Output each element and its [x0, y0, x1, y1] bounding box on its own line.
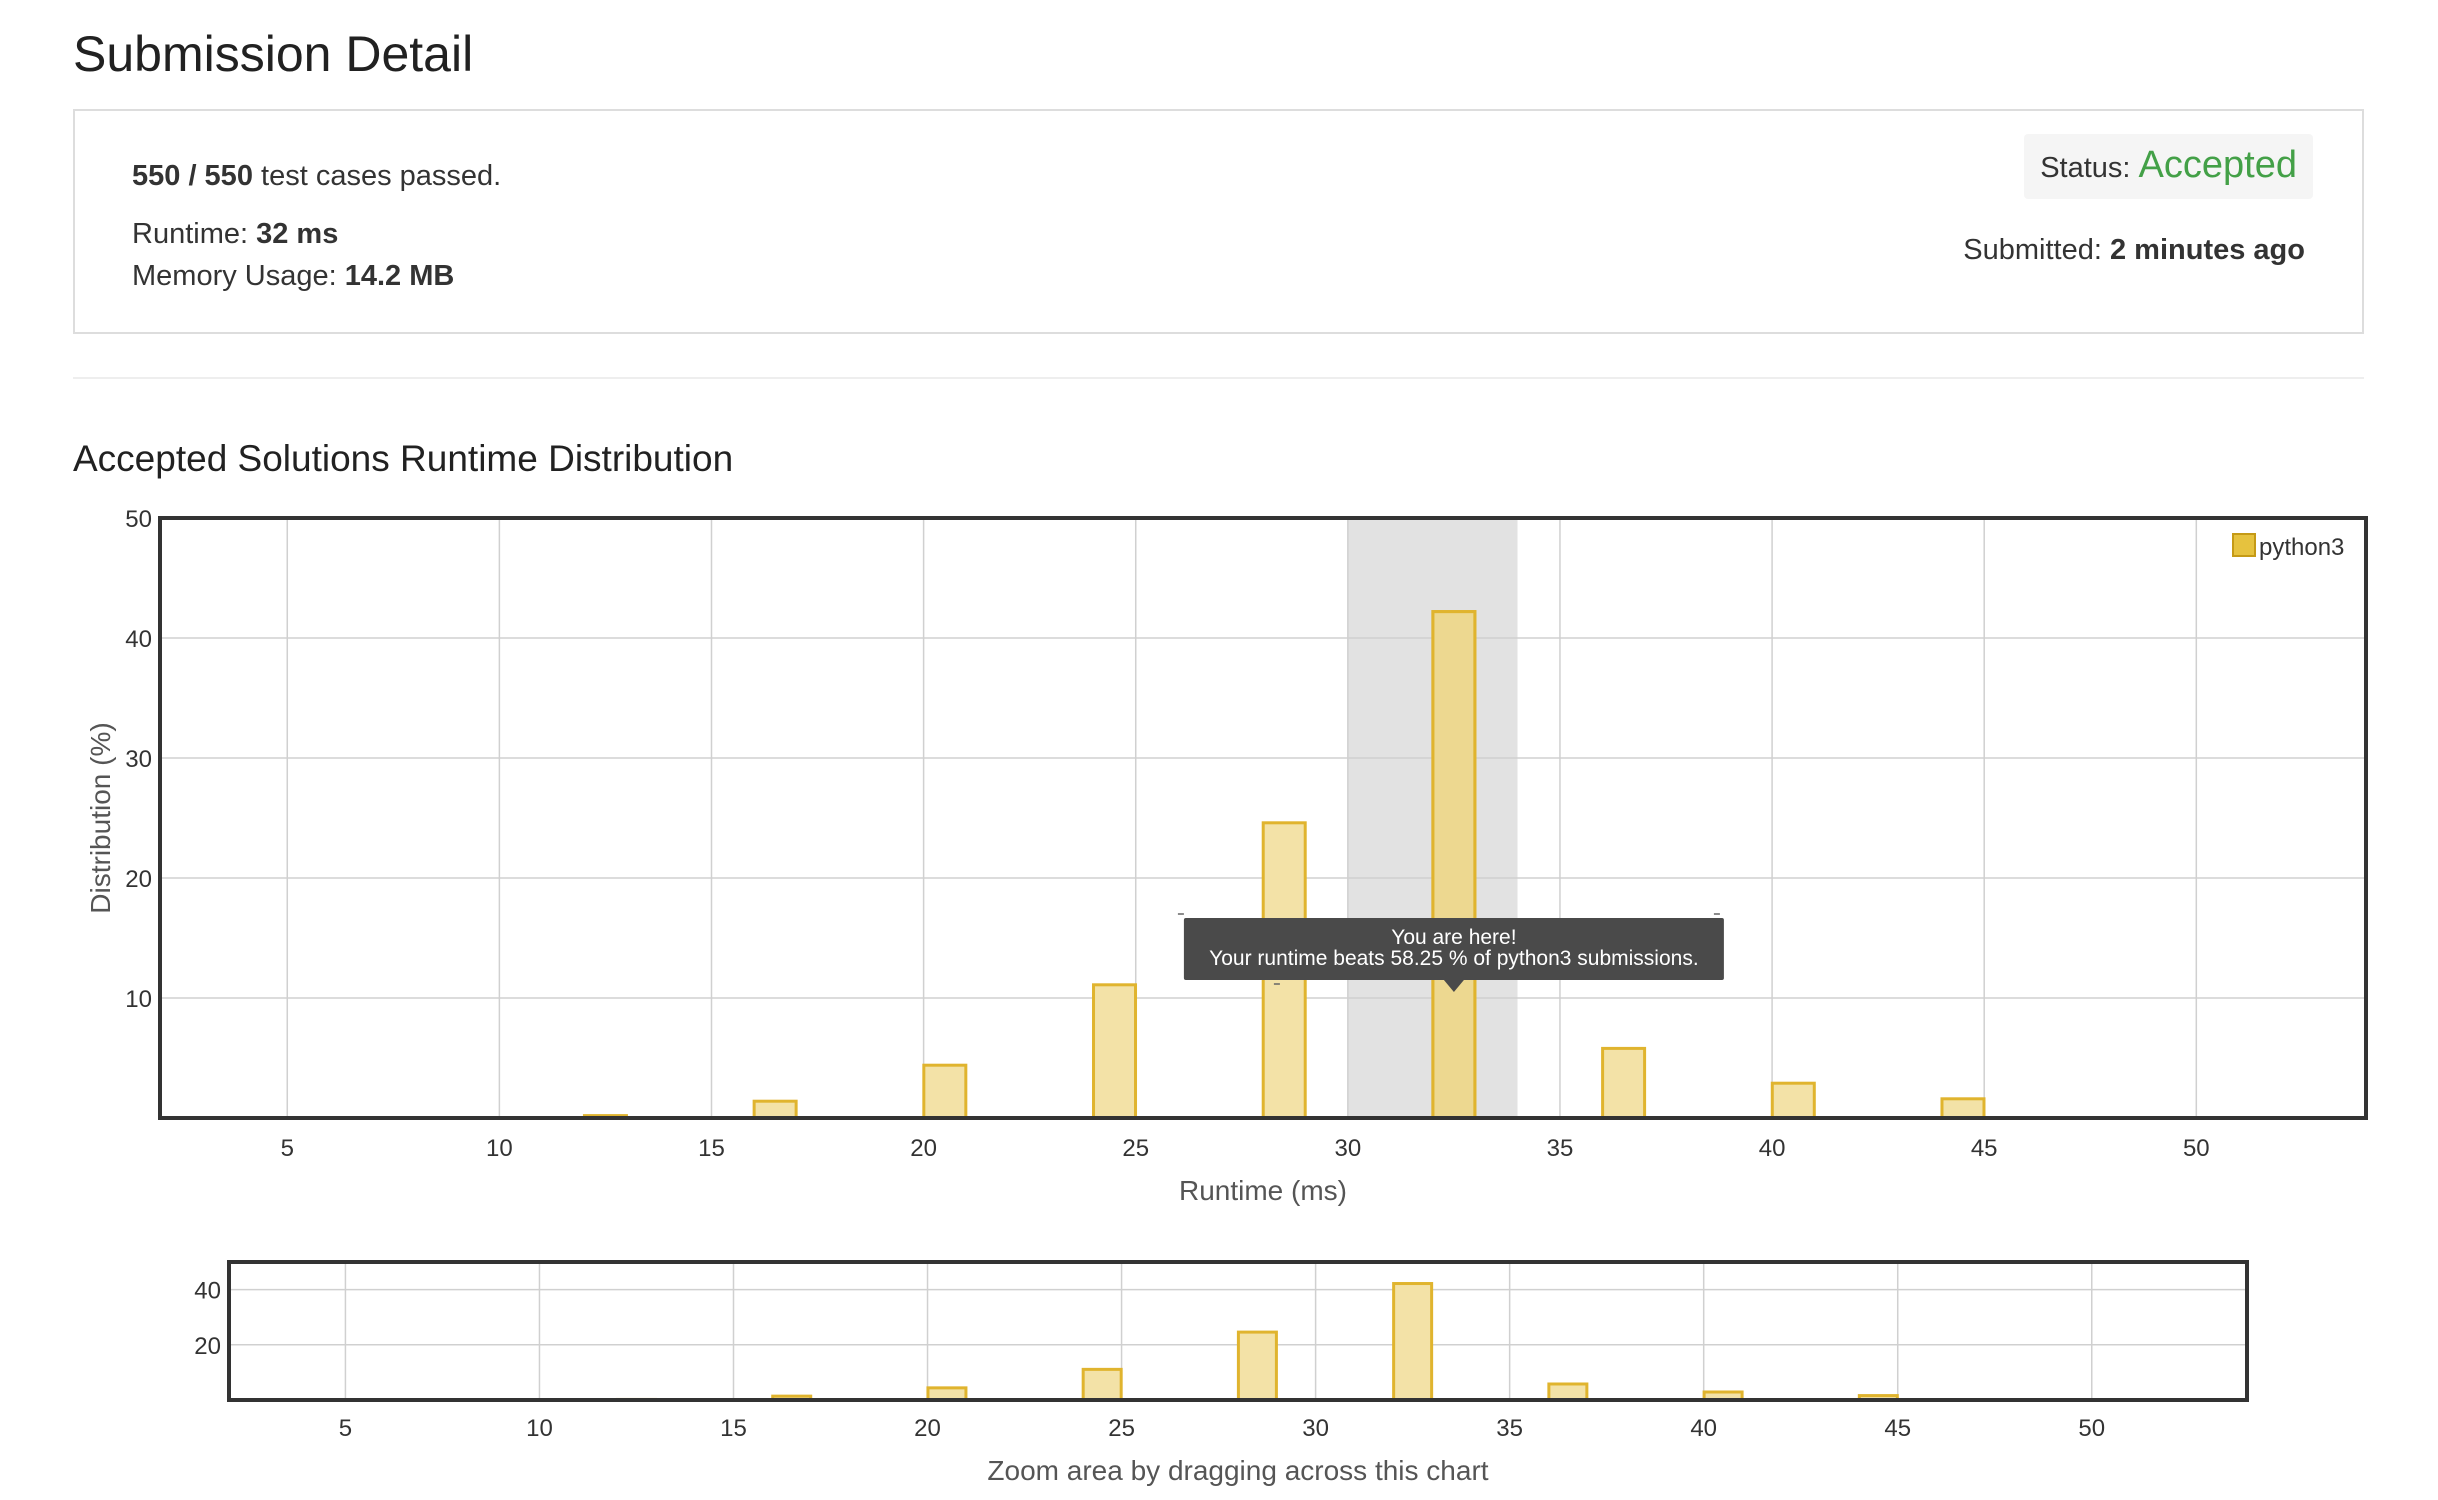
chart-frame: [158, 516, 2368, 1120]
submitted-time: Submitted: 2 minutes ago: [1963, 234, 2305, 267]
submission-summary: 550 / 550 test cases passed. Runtime: 32…: [73, 109, 2364, 334]
memory-value: 14.2 MB: [344, 260, 455, 292]
chart-bar[interactable]: [1092, 983, 1138, 1120]
x-tick-label: 45: [1971, 1135, 1998, 1162]
y-tick-label: 30: [125, 746, 152, 773]
test-cases-count: 550 / 550: [132, 160, 253, 192]
x-axis-label: Runtime (ms): [1179, 1175, 1347, 1206]
legend-label: python3: [2259, 534, 2344, 561]
overview-x-tick-label: 25: [1108, 1415, 1135, 1442]
y-tick-label: 20: [125, 866, 152, 893]
tooltip-box: [1183, 918, 1724, 980]
chart-bar[interactable]: [752, 1099, 798, 1120]
x-tick-label: 5: [281, 1135, 294, 1162]
submitted-label: Submitted:: [1963, 234, 2102, 266]
overview-bar[interactable]: [1547, 1382, 1589, 1402]
x-tick-label: 30: [1334, 1135, 1361, 1162]
chart-bar[interactable]: [922, 1063, 968, 1120]
runtime-row: Runtime: 32 ms: [132, 213, 501, 255]
status-value[interactable]: Accepted: [2138, 144, 2297, 186]
tooltip-text: Your runtime beats 58.25 % of python3 su…: [1209, 947, 1699, 970]
section-title: Accepted Solutions Runtime Distribution: [73, 438, 734, 479]
chart-bar[interactable]: [1601, 1046, 1647, 1120]
page-title: Submission Detail: [73, 26, 474, 82]
chart-bar-current[interactable]: [1431, 610, 1477, 1120]
memory-label: Memory Usage:: [132, 260, 337, 292]
summary-stats: 550 / 550 test cases passed. Runtime: 32…: [132, 155, 501, 297]
legend-swatch: [2232, 533, 2256, 557]
overview-bar[interactable]: [1392, 1282, 1434, 1402]
zoom-caption: Zoom area by dragging across this chart: [987, 1455, 1488, 1486]
overview-x-tick-label: 40: [1690, 1415, 1717, 1442]
overview-bar[interactable]: [1081, 1367, 1123, 1402]
overview-x-tick-label: 10: [526, 1415, 553, 1442]
section-divider: [73, 377, 2364, 379]
overview-x-tick-label: 30: [1302, 1415, 1329, 1442]
x-tick-label: 10: [486, 1135, 513, 1162]
tooltip-arrow: [1443, 980, 1464, 992]
test-cases-label: test cases passed.: [261, 160, 502, 192]
runtime-value: 32 ms: [256, 218, 339, 250]
runtime-label: Runtime:: [132, 218, 249, 250]
overview-x-tick-label: 5: [339, 1415, 352, 1442]
overview-x-tick-label: 50: [2078, 1415, 2105, 1442]
y-tick-label: 40: [125, 626, 152, 653]
overview-x-tick-label: 20: [914, 1415, 941, 1442]
x-tick-label: 25: [1122, 1135, 1149, 1162]
overview-x-tick-label: 15: [720, 1415, 747, 1442]
overview-x-tick-label: 35: [1496, 1415, 1523, 1442]
overview-x-tick-label: 45: [1884, 1415, 1911, 1442]
overview-y-tick-label: 40: [194, 1278, 221, 1305]
tooltip-title: You are here!: [1391, 926, 1516, 949]
overview-frame: [227, 1260, 2249, 1402]
y-tick-label: 10: [125, 986, 152, 1013]
x-tick-label: 40: [1759, 1135, 1786, 1162]
test-cases-row: 550 / 550 test cases passed.: [132, 155, 501, 197]
x-tick-label: 20: [910, 1135, 937, 1162]
x-tick-label: 15: [698, 1135, 725, 1162]
status-badge: Status: Accepted: [2024, 134, 2313, 199]
x-tick-label: 35: [1547, 1135, 1574, 1162]
chart-bar[interactable]: [1940, 1097, 1986, 1120]
y-axis-label: Distribution (%): [85, 722, 116, 913]
y-tick-label: 50: [125, 506, 152, 533]
submitted-value: 2 minutes ago: [2110, 234, 2305, 266]
overview-bar[interactable]: [1236, 1330, 1278, 1402]
x-tick-label: 50: [2183, 1135, 2210, 1162]
overview-y-tick-label: 20: [194, 1333, 221, 1360]
status-label: Status:: [2040, 152, 2131, 184]
memory-row: Memory Usage: 14.2 MB: [132, 255, 501, 297]
chart-bar[interactable]: [1770, 1081, 1816, 1120]
